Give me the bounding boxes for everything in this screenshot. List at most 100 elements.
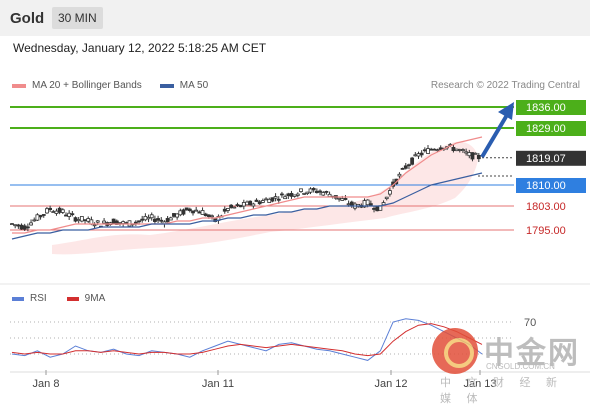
target-price-label: 1829.00 (526, 123, 566, 135)
candle-body (314, 190, 319, 194)
last-price-tag (516, 150, 586, 166)
candle-body (467, 152, 472, 157)
legend-label-ma50: MA 50 (179, 80, 209, 91)
candle-body (178, 210, 183, 216)
level-target: 1829.00 (10, 121, 586, 136)
x-tick-label: Jan 13 (463, 378, 496, 390)
candle-body (175, 213, 180, 218)
candle-body (311, 188, 316, 191)
candle-body (181, 209, 186, 215)
candle-body (51, 211, 56, 213)
candle-body (470, 152, 475, 160)
candle-body (86, 218, 91, 222)
levels-layer: 1836.00 1829.00 1819.07 1810.00 1803.00 1795.… (10, 100, 586, 237)
projection-arrowhead-icon (498, 102, 514, 120)
candle-body (400, 168, 405, 170)
candle-body (48, 207, 53, 211)
candle-body (19, 224, 24, 230)
rsi-swatch-icon (12, 296, 24, 301)
candle-body (16, 224, 21, 227)
candle-body (149, 214, 154, 219)
candle-body (422, 149, 427, 152)
x-tick-label: Jan 12 (374, 378, 407, 390)
candle-body (187, 208, 192, 212)
candle-body (76, 219, 81, 222)
candle-body (260, 200, 265, 203)
candle-body (13, 224, 18, 227)
candle-body (264, 198, 268, 201)
candle-body (57, 207, 62, 213)
candle-body (454, 148, 459, 152)
candle-body (299, 188, 303, 192)
candle-body (79, 216, 84, 222)
candle-body (384, 196, 389, 200)
research-credit: Research © 2022 Trading Central (430, 80, 580, 91)
candle-body (146, 217, 151, 220)
candle-body (283, 196, 288, 200)
rsi-ma-line (11, 323, 483, 357)
candle-body (238, 204, 243, 208)
candle-body (324, 191, 329, 193)
candle-body (473, 152, 478, 155)
target-price-tag (516, 121, 586, 136)
candle-body (435, 149, 440, 152)
candle-body (267, 198, 272, 203)
ma9-swatch-icon (66, 296, 79, 301)
candle-body (318, 190, 322, 193)
candle-body (343, 198, 348, 200)
candle-body (70, 213, 75, 216)
candle-body (29, 222, 33, 226)
candle-body (38, 215, 43, 218)
pivot-price-label: 1810.00 (526, 180, 566, 192)
ma-layer (11, 136, 483, 240)
x-tick-label: Jan 8 (33, 378, 60, 390)
watermark-url: CNGOLD.COM.CN (486, 362, 555, 371)
pivot-price-tag (516, 178, 586, 193)
candle-body (137, 220, 141, 223)
candle-body (273, 196, 278, 199)
candle-body (153, 218, 157, 222)
candle-body (156, 218, 160, 221)
candle-body (365, 199, 370, 206)
candle-body (41, 214, 46, 216)
support-price-label: 1795.00 (526, 225, 566, 237)
candle-body (210, 215, 214, 218)
candle-body (10, 223, 14, 225)
candle-body (92, 224, 97, 227)
candle-body (295, 193, 300, 196)
chart-datetime: Wednesday, January 12, 2022 5:18:25 AM C… (13, 41, 267, 55)
level-target: 1836.00 (10, 100, 586, 115)
candle-body (165, 218, 170, 223)
candle-body (270, 197, 275, 202)
candle-body (143, 216, 148, 221)
legend-label-rsi: RSI (30, 293, 47, 304)
x-axis-ticks: Jan 8 Jan 11 Jan 12 Jan 13 (33, 370, 497, 390)
candle-body (476, 154, 481, 160)
candle-body (451, 146, 456, 151)
candle-body (461, 149, 465, 151)
candle-body (257, 201, 262, 205)
level-support: 1795.00 (10, 225, 566, 237)
candle-body (197, 211, 202, 214)
candle-body (327, 193, 332, 198)
candle-body (159, 219, 164, 222)
candle-body (413, 154, 418, 157)
candle-body (235, 204, 240, 206)
level-support: 1803.00 (10, 201, 566, 213)
candle-body (349, 201, 354, 206)
candle-body (388, 190, 392, 195)
ma20-line (12, 136, 483, 234)
candle-body (276, 198, 281, 201)
candle-body (22, 225, 27, 230)
main-legend: MA 20 + Bollinger Bands MA 50 (12, 80, 226, 91)
rsi-panel: 70 (10, 317, 536, 361)
candle-body (241, 202, 246, 207)
bollinger-band-area (52, 141, 478, 255)
timeframe-button[interactable]: 30 MIN (52, 7, 103, 29)
candle-body (337, 197, 341, 200)
watermark: 中金网 CNGOLD.COM.CN 中 文 财 经 新 媒 体 (432, 328, 582, 405)
legend-item-ma50: MA 50 (159, 80, 209, 91)
candle-body (102, 220, 106, 224)
last-price-label: 1819.07 (526, 153, 566, 165)
